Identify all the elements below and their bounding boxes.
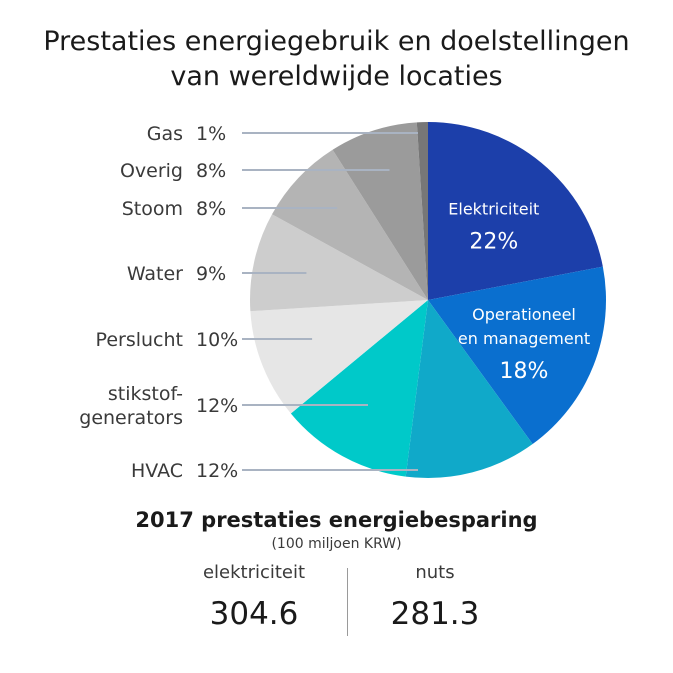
pie-slice-elektriciteit <box>428 122 603 300</box>
pie-chart: Elektriciteit 22% Operationeel en managemen… <box>79 121 607 482</box>
pie-slices <box>249 121 607 479</box>
slice-labels: Elektriciteit 22% Operationeel en managemen… <box>79 123 590 482</box>
pie-slice-gas <box>416 121 428 300</box>
outside-label-stoom: Stoom <box>122 198 183 220</box>
savings-title: 2017 prestaties energiebesparing <box>135 508 538 532</box>
savings-unit: (100 miljoen KRW) <box>271 536 402 552</box>
slice-label-operationeel-en-management-line-1: en management <box>458 329 590 348</box>
pie-slice-stikstof-generators <box>290 300 428 477</box>
chart-title-line-2: van wereldwijde locaties <box>170 61 503 92</box>
savings-electricity-label: elektriciteit <box>202 562 306 583</box>
outside-value-gas: 1% <box>196 123 226 145</box>
outside-label-overig: Overig <box>120 160 183 182</box>
savings-header: 2017 prestaties energiebesparing (100 mi… <box>0 505 673 553</box>
savings-utilities: nuts 281.3 <box>335 560 535 638</box>
pie-slice-stoom <box>272 149 428 300</box>
outside-label-stikstof-generators-line-0: stikstof- <box>108 383 183 405</box>
pie-slice-perslucht <box>250 300 428 414</box>
outside-value-perslucht: 10% <box>196 329 238 351</box>
outside-value-stoom: 8% <box>196 198 226 220</box>
outside-label-gas: Gas <box>147 123 183 145</box>
savings-electricity-value: 304.6 <box>209 596 299 632</box>
pie-slice-unlabeled-2 <box>405 300 533 479</box>
slice-label-elektriciteit-line-0: Elektriciteit <box>448 200 539 219</box>
outside-label-perslucht: Perslucht <box>96 329 183 351</box>
outside-value-hvac: 12% <box>196 460 238 482</box>
slice-value-elektriciteit: 22% <box>469 230 518 255</box>
slice-value-operationeel-en-management: 18% <box>500 359 549 384</box>
savings-values: elektriciteit 304.6 nuts 281.3 <box>0 560 673 640</box>
savings-utilities-value: 281.3 <box>390 596 480 632</box>
outside-label-stikstof-generators-line-1: generators <box>79 407 183 429</box>
savings-divider <box>347 568 348 636</box>
savings-electricity: elektriciteit 304.6 <box>154 560 354 638</box>
slice-label-operationeel-en-management-line-0: Operationeel <box>472 305 576 324</box>
pie-slice-water <box>249 214 428 312</box>
outside-value-water: 9% <box>196 263 226 285</box>
outside-value-stikstof-generators: 12% <box>196 395 238 417</box>
pie-slice-operationeel-en-management <box>428 266 607 445</box>
outside-label-hvac: HVAC <box>131 460 183 482</box>
leader-lines <box>242 132 418 471</box>
savings-utilities-label: nuts <box>415 562 455 583</box>
outside-label-water: Water <box>127 263 183 285</box>
chart-title: Prestaties energiegebruik en doelstellin… <box>0 24 673 94</box>
chart-title-line-1: Prestaties energiegebruik en doelstellin… <box>43 26 630 57</box>
outside-value-overig: 8% <box>196 160 226 182</box>
pie-slice-overig <box>332 122 428 300</box>
